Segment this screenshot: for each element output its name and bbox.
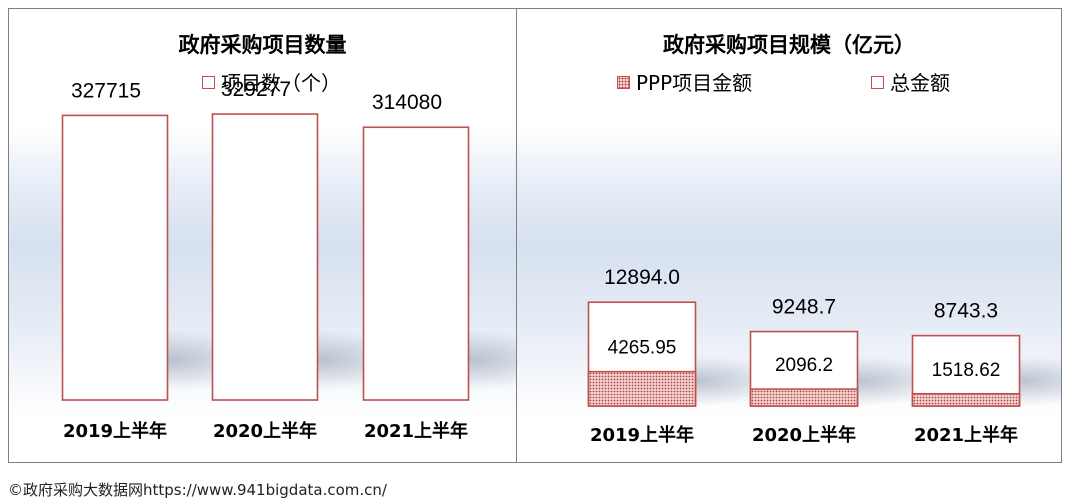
ppp-legend: PPP项目金额 <box>617 67 752 96</box>
count-value-label: 327715 <box>71 79 141 102</box>
count-chart-panel: 政府采购项目数量 项目数（个） 327715 329277 314080 2019上… <box>9 9 517 462</box>
count-legend: 项目数（个） <box>202 67 341 96</box>
scale-chart-plot: 12894.04265.959248.72096.28743.31518.62 … <box>587 266 1061 446</box>
legend-swatch-count <box>202 76 215 89</box>
count-bar <box>362 126 470 401</box>
chart-frame: 政府采购项目数量 项目数（个） 327715 329277 314080 2019上… <box>8 8 1062 463</box>
ppp-value-label: 1518.62 <box>932 360 1001 381</box>
count-bar <box>211 113 319 401</box>
ppp-amount-bar <box>587 370 697 407</box>
count-value-label: 314080 <box>372 91 442 114</box>
total-value-label: 9248.7 <box>772 296 836 319</box>
total-value-label: 8743.3 <box>934 300 998 323</box>
ppp-amount-bar <box>749 388 859 407</box>
source-footer: ©政府采购大数据网https://www.941bigdata.com.cn/ <box>8 481 387 499</box>
legend-label-count: 项目数（个） <box>221 71 341 95</box>
category-label: 2019上半年 <box>63 420 167 442</box>
legend-swatch-ppp <box>617 76 630 89</box>
count-bar <box>61 114 169 401</box>
category-label: 2019上半年 <box>590 424 694 446</box>
total-legend: 总金额 <box>871 67 950 96</box>
count-chart-title: 政府采购项目数量 <box>178 33 347 57</box>
legend-swatch-total <box>871 76 884 89</box>
category-label: 2020上半年 <box>752 424 856 446</box>
scale-chart-title: 政府采购项目规模（亿元） <box>663 33 915 57</box>
ppp-value-label: 2096.2 <box>775 355 833 376</box>
count-value-label: 329277 <box>221 78 291 101</box>
scale-chart-panel: 政府采购项目规模（亿元） PPP项目金额 总金额 12894.0 4265.95 9… <box>517 9 1061 462</box>
category-label: 2020上半年 <box>213 420 317 442</box>
category-label: 2021上半年 <box>364 420 468 442</box>
legend-label-total: 总金额 <box>890 71 950 95</box>
total-value-label: 12894.0 <box>604 266 680 289</box>
category-label: 2021上半年 <box>914 424 1018 446</box>
ppp-value-label: 4265.95 <box>608 338 677 359</box>
ppp-amount-bar <box>911 392 1021 407</box>
count-chart-plot: 327715 329277 314080 2019上半年 2020上半年 2021上半年 <box>61 78 516 442</box>
legend-label-ppp: PPP项目金额 <box>636 71 753 95</box>
